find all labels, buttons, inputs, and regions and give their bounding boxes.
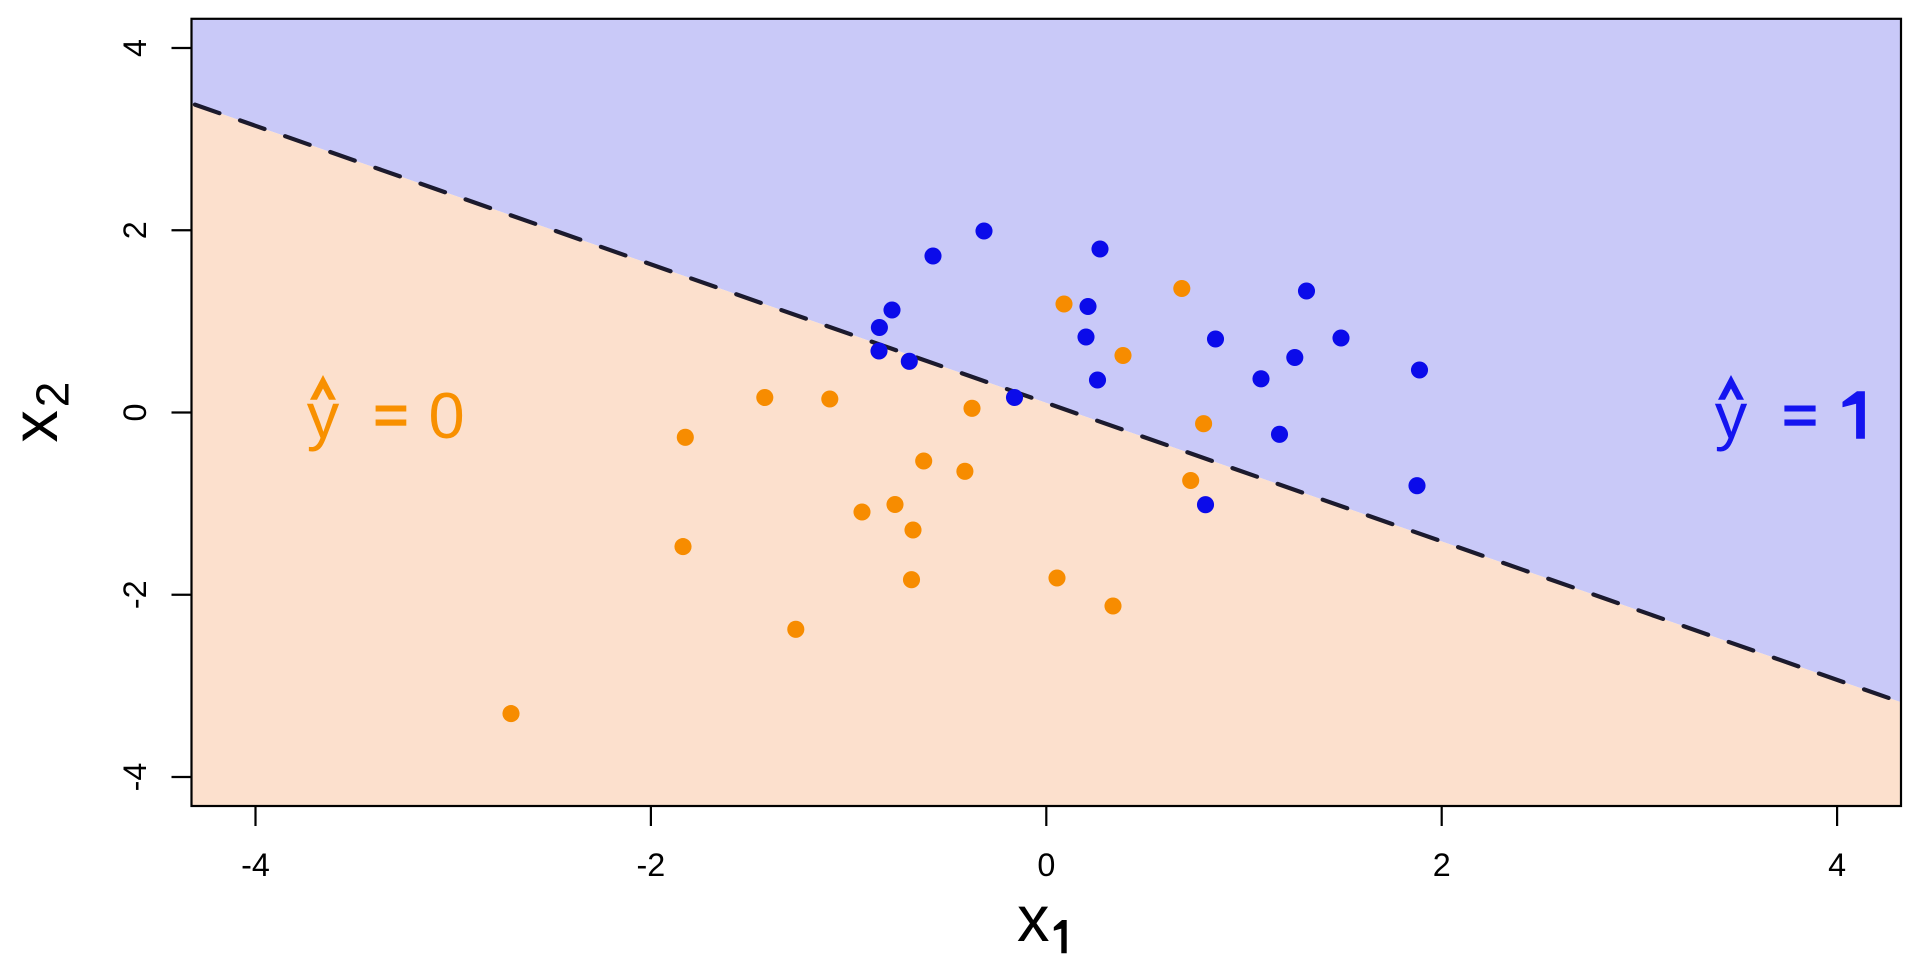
svg-text:4: 4 bbox=[1828, 847, 1846, 883]
svg-text:0: 0 bbox=[429, 379, 465, 452]
svg-text:-2: -2 bbox=[637, 847, 666, 883]
svg-text:4: 4 bbox=[117, 39, 153, 57]
svg-text:0: 0 bbox=[1037, 847, 1055, 883]
svg-text:0: 0 bbox=[117, 404, 153, 422]
svg-text:2: 2 bbox=[117, 221, 153, 239]
svg-text:-2: -2 bbox=[117, 580, 153, 609]
svg-text:-4: -4 bbox=[241, 847, 270, 883]
svg-text:2: 2 bbox=[1433, 847, 1451, 883]
svg-text:y: y bbox=[1715, 379, 1748, 452]
svg-text:y: y bbox=[307, 379, 340, 452]
svg-text:2: 2 bbox=[27, 382, 79, 408]
svg-text:-4: -4 bbox=[117, 763, 153, 792]
svg-text:x: x bbox=[1017, 882, 1050, 955]
svg-text:x: x bbox=[0, 410, 71, 443]
